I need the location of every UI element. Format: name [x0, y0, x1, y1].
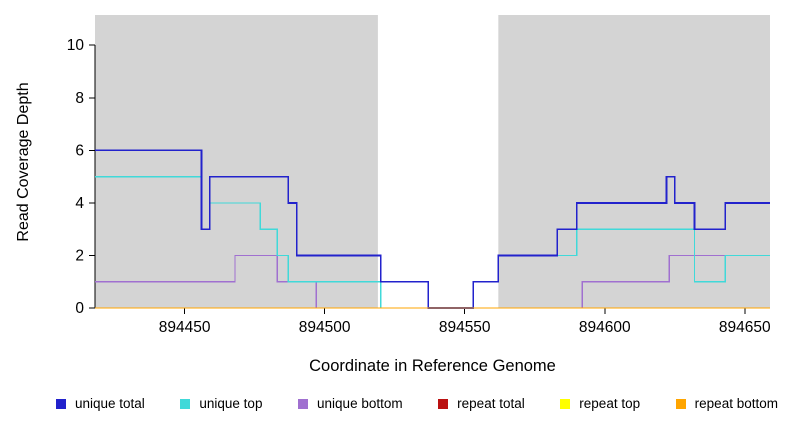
legend-swatch-unique-bottom	[298, 398, 309, 409]
x-tick-label: 894450	[159, 319, 211, 336]
legend-item-unique-bottom: unique bottom	[298, 396, 403, 411]
series-line-unique-total	[95, 149, 770, 309]
y-tick-label: 6	[75, 142, 84, 159]
legend-item-repeat-bottom: repeat bottom	[675, 396, 778, 411]
x-tick-label: 894500	[299, 319, 351, 336]
legend-label: unique total	[75, 396, 145, 411]
y-tick-label: 2	[75, 247, 84, 264]
legend-label: unique top	[199, 396, 263, 411]
x-tick-label: 894550	[439, 319, 491, 336]
shaded-region	[95, 15, 378, 308]
legend-label: repeat top	[579, 396, 641, 411]
legend-item-repeat-total: repeat total	[438, 396, 525, 411]
shaded-region	[498, 15, 770, 308]
legend-label: unique bottom	[317, 396, 403, 411]
legend-item-unique-total: unique total	[56, 396, 145, 411]
legend-swatch-repeat-total	[438, 398, 449, 409]
legend-label: repeat bottom	[694, 396, 778, 411]
legend-swatch-unique-total	[56, 398, 66, 409]
x-axis-label: Coordinate in Reference Genome	[309, 357, 556, 375]
y-tick-label: 0	[75, 300, 84, 317]
legend: unique total unique top unique bottom repea…	[0, 396, 792, 411]
series-line-unique-bottom	[95, 254, 770, 309]
legend-item-unique-top: unique top	[180, 396, 262, 411]
y-tick-label: 8	[75, 90, 84, 107]
legend-swatch-unique-top	[180, 398, 191, 409]
x-tick-label: 894600	[579, 319, 631, 336]
y-tick-label: 4	[75, 195, 84, 212]
x-tick-label: 894650	[719, 319, 771, 336]
legend-swatch-repeat-top	[560, 398, 571, 409]
y-tick-label: 10	[67, 37, 85, 54]
legend-item-repeat-top: repeat top	[560, 396, 640, 411]
legend-swatch-repeat-bottom	[675, 398, 686, 409]
y-axis-label: Read Coverage Depth	[15, 82, 32, 242]
legend-label: repeat total	[457, 396, 525, 411]
